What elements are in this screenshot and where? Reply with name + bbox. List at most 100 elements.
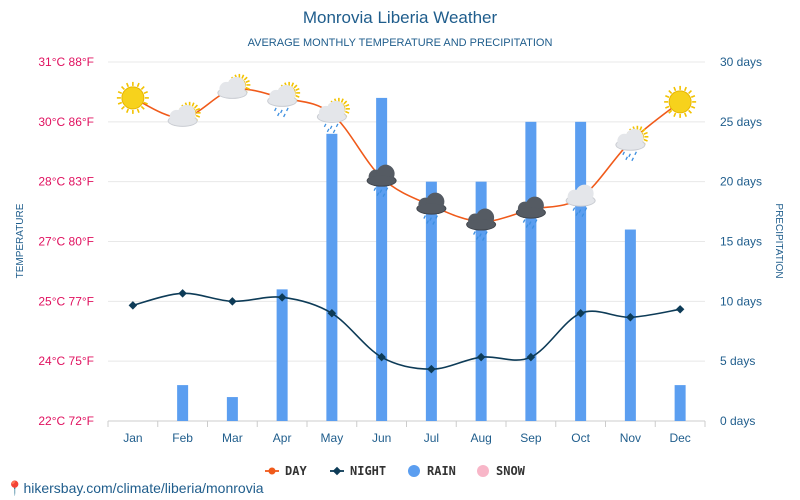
rain-drop	[531, 225, 535, 229]
rain-drop	[286, 107, 289, 112]
rain-drop	[423, 215, 426, 219]
x-tick-label: Nov	[620, 431, 641, 445]
rain-drop	[426, 220, 429, 224]
sun-disc	[668, 90, 692, 114]
rain-drop	[435, 215, 438, 219]
rain-drop	[283, 113, 286, 118]
sun-ray	[120, 105, 125, 110]
night-point	[377, 352, 386, 362]
sun-ray	[639, 126, 643, 131]
sun-ray	[195, 107, 201, 111]
x-tick-label: Apr	[273, 431, 292, 445]
rain-drop	[277, 112, 280, 117]
rain-bars	[177, 97, 686, 422]
sun-ray	[117, 101, 123, 105]
rain-drop	[634, 151, 637, 156]
rain-drop	[522, 219, 526, 223]
left-tick-label: 31°C 88°F	[38, 55, 94, 69]
sun-ray	[690, 105, 696, 109]
sun-ray	[643, 138, 648, 142]
rain-drop	[382, 193, 386, 197]
night-point	[576, 309, 585, 318]
rain-drop	[473, 231, 476, 235]
chart-title: Monrovia Liberia Weather	[303, 8, 498, 27]
right-tick-label: 20 days	[720, 175, 762, 189]
rain-drop	[525, 224, 529, 228]
sun-ray	[245, 79, 250, 83]
sun-ray	[136, 82, 140, 88]
legend-label-rain: RAIN	[427, 464, 456, 478]
rain-drop	[479, 233, 482, 237]
rain-bar	[226, 397, 238, 421]
rain-drop	[329, 125, 333, 130]
weather-icons	[116, 73, 697, 241]
rain-bar	[525, 121, 537, 421]
x-tick-label: Oct	[571, 431, 590, 445]
right-tick-label: 10 days	[720, 294, 762, 308]
rain-drop	[379, 189, 383, 193]
left-tick-label: 25°C 77°F	[38, 294, 94, 308]
rain-bar	[674, 385, 686, 421]
legend: DAY NIGHT RAIN SNOW	[265, 464, 526, 478]
source-text: hikersbay.com/climate/liberia/monrovia	[23, 480, 264, 496]
sun-ray	[668, 109, 673, 114]
sun-ray	[136, 108, 140, 113]
sun-ray	[688, 90, 693, 94]
sun-ray	[143, 91, 148, 95]
gridlines	[107, 61, 706, 427]
sun-ray	[668, 90, 673, 94]
rain-drop	[528, 221, 532, 225]
x-tick-label: May	[321, 431, 344, 445]
left-tick-label: 30°C 86°F	[38, 115, 94, 129]
rain-drop	[534, 219, 538, 223]
rain-drop	[432, 221, 435, 225]
x-tick-label: Feb	[172, 431, 193, 445]
night-point	[526, 352, 536, 362]
rain-drop	[332, 129, 336, 134]
legend-marker-rain	[408, 465, 420, 477]
right-tick-label: 15 days	[720, 235, 762, 249]
right-tick-label: 5 days	[720, 354, 755, 368]
legend-label-night: NIGHT	[350, 464, 386, 478]
cloud-part	[616, 139, 645, 150]
night-temperature-line	[132, 292, 681, 370]
cloud-part	[168, 115, 197, 126]
rain-drop	[335, 123, 339, 128]
sun-ray	[345, 103, 350, 107]
cloud-part	[367, 175, 396, 186]
rain-drop	[578, 209, 582, 213]
x-tick-label: Jan	[123, 431, 142, 445]
rain-drop	[373, 187, 377, 191]
rain-drop	[625, 156, 628, 161]
storm-cloud-icon	[515, 196, 546, 229]
rain-drop	[628, 153, 631, 158]
cloud-rain-sun-icon	[267, 81, 301, 118]
x-tick-label: Dec	[669, 431, 690, 445]
night-point	[476, 352, 486, 362]
right-axis-title: PRECIPITATION	[773, 203, 784, 278]
sun-ray	[673, 86, 677, 92]
rain-drop	[323, 123, 327, 128]
sun-ray	[140, 86, 145, 90]
rain-bar	[177, 385, 189, 421]
night-point	[178, 289, 187, 298]
sun-ray	[683, 112, 687, 117]
sun-ray	[340, 98, 344, 103]
left-axis-title: TEMPERATURE	[15, 203, 26, 278]
left-tick-label: 24°C 75°F	[38, 354, 94, 368]
night-point	[128, 301, 138, 310]
left-tick-label: 27°C 80°F	[38, 235, 94, 249]
partly-cloudy-icon	[167, 101, 201, 127]
source-link[interactable]: 📍hikersbay.com/climate/liberia/monrovia	[6, 480, 264, 497]
x-tick-label: Aug	[470, 431, 491, 445]
x-tick-label: Mar	[222, 431, 243, 445]
rain-bar	[575, 121, 587, 421]
rain-bar	[376, 97, 388, 422]
sun-ray	[191, 102, 195, 107]
rain-bar	[425, 181, 437, 421]
sun-ray	[673, 112, 677, 117]
rain-drop	[572, 207, 576, 211]
rain-drop	[622, 151, 625, 156]
rain-drop	[485, 231, 488, 235]
